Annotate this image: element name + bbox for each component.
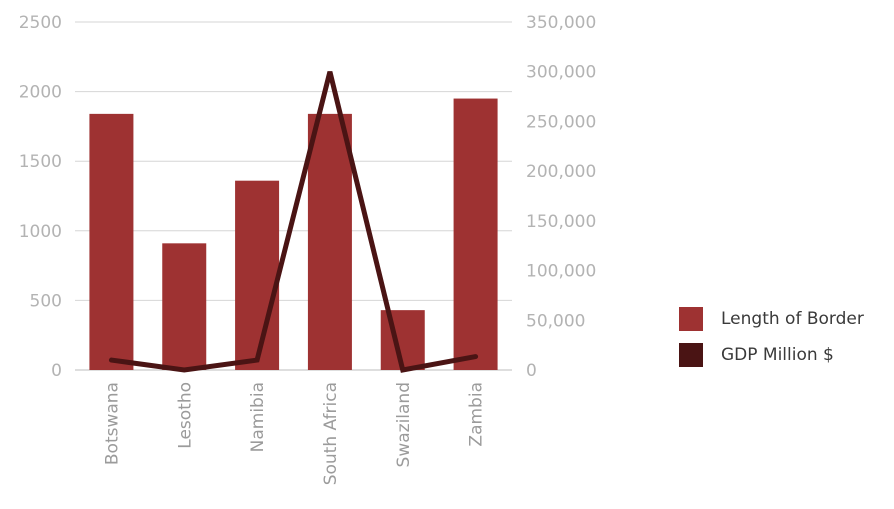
category-label: Namibia <box>248 382 268 452</box>
legend-item-line-series: GDP Million $ <box>679 343 864 367</box>
right-axis-tick-label: 350,000 <box>526 13 596 33</box>
left-axis-tick-label: 1500 <box>19 152 62 172</box>
right-axis-ticks: 0 50,000 100,000 150,000 200,000 250,000 300,0… <box>526 13 596 381</box>
right-axis-tick-label: 250,000 <box>526 112 596 132</box>
left-axis-tick-label: 0 <box>51 361 62 381</box>
category-label: Botswana <box>102 382 122 465</box>
gridlines <box>75 21 512 371</box>
bar <box>162 243 207 370</box>
gdp-line <box>108 71 479 373</box>
right-axis-tick-label: 100,000 <box>526 262 596 282</box>
legend-label: GDP Million $ <box>721 345 834 365</box>
bar <box>307 113 352 370</box>
left-axis-tick-label: 2000 <box>19 83 62 103</box>
gdp-line-series <box>108 71 479 373</box>
right-axis-tick-label: 0 <box>526 361 537 381</box>
category-label: South Africa <box>321 382 341 485</box>
category-label: Swaziland <box>394 382 414 467</box>
category-label: Lesotho <box>175 382 195 449</box>
legend-swatch <box>679 343 703 367</box>
category-label: Zambia <box>467 382 487 447</box>
left-axis-tick-label: 1000 <box>19 222 62 242</box>
legend-item-bar-series: Length of Border <box>679 307 864 331</box>
right-axis-tick-label: 300,000 <box>526 63 596 83</box>
left-axis-tick-label: 500 <box>30 291 62 311</box>
bar <box>453 98 498 370</box>
legend: Length of Border GDP Million $ <box>679 307 864 380</box>
border-length-bars <box>89 98 498 370</box>
right-axis-tick-label: 150,000 <box>526 212 596 232</box>
legend-swatch <box>679 307 703 331</box>
right-axis-tick-label: 50,000 <box>526 311 585 331</box>
legend-label: Length of Border <box>721 309 864 329</box>
bar <box>89 113 134 370</box>
right-axis-tick-label: 200,000 <box>526 162 596 182</box>
bar <box>235 180 280 370</box>
left-axis-ticks: 0 500 1000 1500 2000 2500 <box>19 13 62 381</box>
left-axis-tick-label: 2500 <box>19 13 62 33</box>
category-labels: Botswana Lesotho Namibia South Africa Swazil… <box>102 382 486 485</box>
